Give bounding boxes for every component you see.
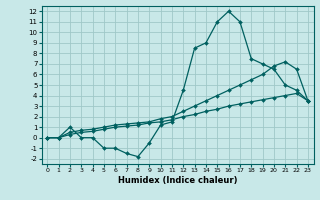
X-axis label: Humidex (Indice chaleur): Humidex (Indice chaleur) <box>118 176 237 185</box>
